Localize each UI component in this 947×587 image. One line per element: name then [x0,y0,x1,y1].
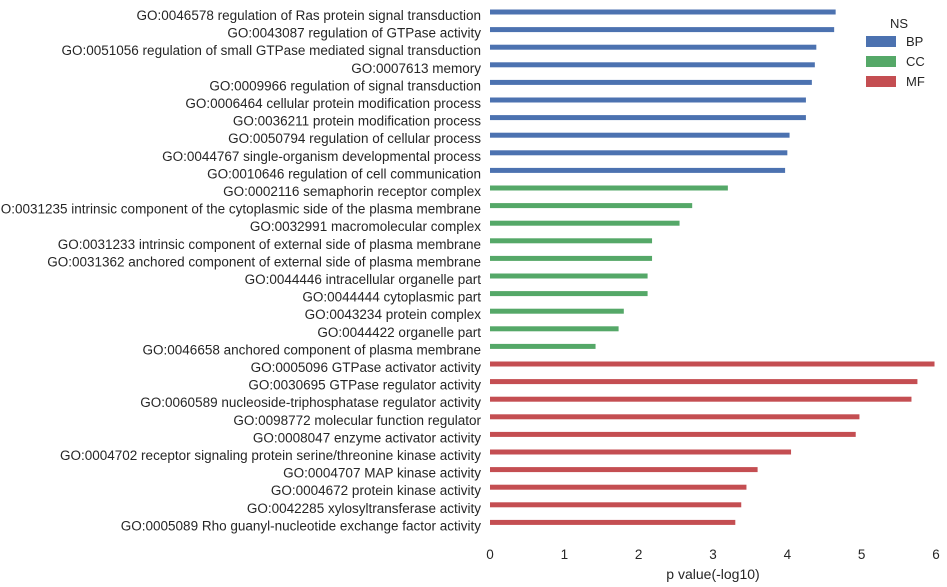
bar-mf [490,467,758,473]
category-label: GO:0046578 regulation of Ras protein sig… [137,8,481,23]
bar-cc [490,326,619,332]
bar-mf [490,519,736,525]
x-tick-label: 3 [709,547,717,562]
legend-label-mf: MF [906,74,925,89]
legend-swatch-cc [866,56,896,67]
x-axis: 0 1 2 3 4 5 6 [486,547,940,562]
bar-bp [490,115,806,121]
bar-cc [490,203,693,209]
bar-bp [490,27,835,33]
category-label: GO:0046658 anchored component of plasma … [143,342,481,357]
category-label: GO:0060589 nucleoside-triphosphatase reg… [140,395,481,410]
bar-cc [490,255,653,261]
category-label: GO:0010646 regulation of cell communicat… [207,166,481,181]
bar-cc [490,185,728,191]
category-label: GO:0004707 MAP kinase activity [283,466,481,481]
legend-title: NS [890,16,908,31]
x-tick-label: 5 [858,547,866,562]
category-label: GO:0043234 protein complex [305,307,482,322]
bar-cc [490,308,624,314]
category-label: GO:0044422 organelle part [317,325,481,340]
category-label: GO:0044444 cytoplasmic part [302,290,481,305]
bar-bp [490,9,836,15]
x-tick-label: 2 [635,547,643,562]
x-tick-label: 4 [784,547,792,562]
bar-mf [490,414,860,420]
category-label: GO:0032991 macromolecular complex [250,219,481,234]
bar-mf [490,379,918,385]
bar-mf [490,361,935,367]
x-tick-label: 0 [486,547,494,562]
bar-bp [490,62,815,68]
legend-label-bp: BP [906,34,923,49]
bar-cc [490,291,648,297]
category-label: GO:0031233 intrinsic component of extern… [58,237,481,252]
category-label: GO:0098772 molecular function regulator [233,413,481,428]
bar-cc [490,238,653,244]
category-label: GO:0050794 regulation of cellular proces… [228,131,481,146]
category-label: GO:0051056 regulation of small GTPase me… [62,43,482,58]
legend-swatch-bp [866,36,896,47]
category-label: GO:0043087 regulation of GTPase activity [227,26,481,41]
bar-mf [490,396,912,402]
bar-mf [490,449,792,455]
legend-label-cc: CC [906,54,925,69]
bar-mf [490,484,747,490]
category-label: GO:0004702 receptor signaling protein se… [60,448,481,463]
legend-swatch-mf [866,76,896,87]
legend: NS BP CC MF [866,16,925,89]
bar-mf [490,502,742,508]
category-label: GO:0004672 protein kinase activity [271,483,481,498]
bar-bp [490,132,790,138]
bar-bp [490,167,786,173]
x-tick-label: 1 [561,547,569,562]
bar-cc [490,343,596,349]
bar-cc [490,273,648,279]
bar-cc [490,220,680,226]
x-tick-label: 6 [932,547,940,562]
bar-bp [490,44,817,50]
bar-bp [490,97,806,103]
category-label: GO:0005089 Rho guanyl-nucleotide exchang… [121,518,481,533]
category-label: GO:0002116 semaphorin receptor complex [223,184,481,199]
category-label: GO:0006464 cellular protein modification… [185,96,481,111]
category-label: GO:0042285 xylosyltransferase activity [247,501,481,516]
category-label: GO:0008047 enzyme activator activity [253,430,481,445]
bar-bp [490,79,812,85]
category-label: GO:0036211 protein modification process [233,114,481,129]
category-label: GO:0044767 single-organism developmental… [162,149,481,164]
bars [490,9,935,525]
bar-bp [490,150,788,156]
category-label: GO:0030695 GTPase regulator activity [248,378,481,393]
category-label: GO:0009966 regulation of signal transduc… [209,78,481,93]
bar-mf [490,431,856,437]
x-axis-title: p value(-log10) [666,566,759,582]
category-label: GO:0044446 intracellular organelle part [245,272,482,287]
category-label: GO:0007613 memory [351,61,481,76]
category-labels: GO:0046578 regulation of Ras protein sig… [0,8,481,533]
category-label: GO:0031362 anchored component of externa… [47,254,481,269]
category-label: GO:0005096 GTPase activator activity [251,360,482,375]
category-label: GO:0031235 intrinsic component of the cy… [0,202,481,217]
